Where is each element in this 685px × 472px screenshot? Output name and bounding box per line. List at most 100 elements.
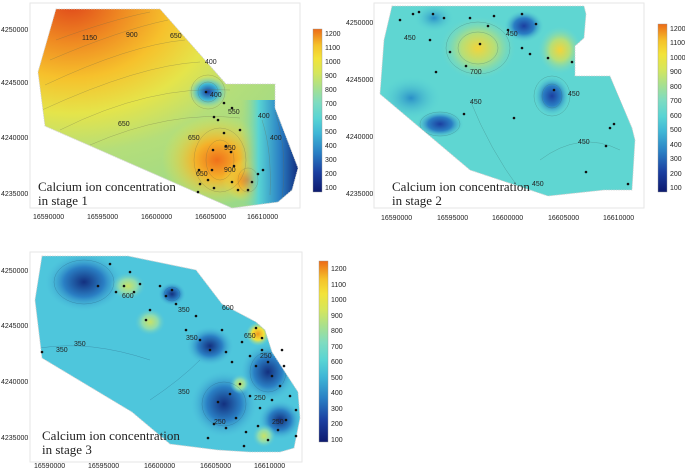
svg-text:4245000: 4245000 bbox=[346, 77, 373, 84]
svg-text:800: 800 bbox=[331, 328, 343, 335]
svg-text:100: 100 bbox=[325, 185, 337, 192]
svg-text:200: 200 bbox=[670, 171, 682, 178]
svg-text:900: 900 bbox=[126, 32, 138, 39]
svg-text:450: 450 bbox=[532, 181, 544, 188]
svg-text:400: 400 bbox=[205, 59, 217, 66]
svg-text:1200: 1200 bbox=[331, 266, 347, 273]
x-axis-ticks: 16590000 16595000 16600000 16605000 1661… bbox=[34, 463, 285, 470]
svg-text:4240000: 4240000 bbox=[346, 134, 373, 141]
colorbar: 1200 1100 1000 900 800 700 600 500 400 3… bbox=[318, 260, 347, 444]
panel-caption: Calcium ion concentration in stage 3 bbox=[42, 428, 180, 457]
svg-text:600: 600 bbox=[122, 293, 134, 300]
svg-text:650: 650 bbox=[118, 121, 130, 128]
panel-caption: Calcium ion concentration in stage 2 bbox=[392, 179, 530, 208]
panel-frame bbox=[29, 251, 303, 463]
svg-text:1000: 1000 bbox=[670, 55, 685, 62]
svg-text:16595000: 16595000 bbox=[437, 215, 468, 222]
svg-text:300: 300 bbox=[670, 156, 682, 163]
sample-wells bbox=[196, 90, 265, 194]
svg-text:1200: 1200 bbox=[325, 31, 341, 38]
svg-text:900: 900 bbox=[331, 313, 343, 320]
svg-text:1000: 1000 bbox=[331, 297, 347, 304]
svg-text:4250000: 4250000 bbox=[1, 27, 28, 34]
svg-text:1150: 1150 bbox=[82, 35, 97, 42]
svg-text:500: 500 bbox=[325, 129, 337, 136]
svg-text:400: 400 bbox=[258, 113, 270, 120]
panel-caption: Calcium ion concentration in stage 1 bbox=[38, 179, 176, 208]
colorbar: 1200 1100 1000 900 800 700 600 500 400 3… bbox=[312, 28, 341, 193]
svg-text:1100: 1100 bbox=[670, 40, 685, 47]
svg-text:250: 250 bbox=[260, 353, 272, 360]
svg-text:600: 600 bbox=[222, 305, 234, 312]
svg-text:16605000: 16605000 bbox=[200, 463, 231, 470]
svg-text:400: 400 bbox=[331, 390, 343, 397]
contour-labels: 1150 900 650 400 650 400 650 550 400 950… bbox=[82, 32, 282, 178]
svg-text:800: 800 bbox=[325, 87, 337, 94]
svg-text:16605000: 16605000 bbox=[548, 215, 579, 222]
svg-text:16610000: 16610000 bbox=[254, 463, 285, 470]
svg-text:900: 900 bbox=[325, 73, 337, 80]
svg-text:Calcium ion concentration: Calcium ion concentration bbox=[42, 428, 180, 443]
panel-stage-3: 600 350 350 350 600 350 250 650 350 250 … bbox=[1, 251, 347, 470]
svg-text:1000: 1000 bbox=[325, 59, 341, 66]
svg-text:900: 900 bbox=[670, 69, 682, 76]
contour-labels: 600 350 350 350 600 350 250 650 350 250 … bbox=[56, 293, 284, 426]
svg-text:1100: 1100 bbox=[331, 282, 346, 289]
svg-text:4235000: 4235000 bbox=[1, 435, 28, 442]
panel-stage-1: 1150 900 650 400 650 400 650 550 400 950… bbox=[1, 2, 341, 221]
svg-text:450: 450 bbox=[506, 31, 518, 38]
svg-text:4245000: 4245000 bbox=[1, 323, 28, 330]
svg-text:16610000: 16610000 bbox=[603, 215, 634, 222]
svg-text:600: 600 bbox=[331, 359, 343, 366]
svg-text:200: 200 bbox=[325, 171, 337, 178]
svg-text:350: 350 bbox=[186, 335, 198, 342]
svg-text:550: 550 bbox=[228, 109, 240, 116]
svg-text:700: 700 bbox=[470, 69, 482, 76]
svg-text:4240000: 4240000 bbox=[1, 135, 28, 142]
svg-text:in stage 2: in stage 2 bbox=[392, 193, 442, 208]
x-axis-ticks: 16590000 16595000 16600000 16605000 1661… bbox=[33, 214, 278, 221]
svg-text:900: 900 bbox=[224, 167, 236, 174]
panel-frame bbox=[29, 2, 301, 209]
svg-text:350: 350 bbox=[178, 307, 190, 314]
svg-text:400: 400 bbox=[670, 142, 682, 149]
svg-text:16600000: 16600000 bbox=[492, 215, 523, 222]
svg-text:4250000: 4250000 bbox=[346, 20, 373, 27]
svg-text:250: 250 bbox=[272, 419, 284, 426]
contour-labels: 450 450 700 450 450 450 450 bbox=[404, 31, 590, 188]
svg-text:16600000: 16600000 bbox=[144, 463, 175, 470]
svg-text:950: 950 bbox=[224, 145, 236, 152]
svg-text:450: 450 bbox=[568, 91, 580, 98]
svg-text:16595000: 16595000 bbox=[88, 463, 119, 470]
colorbar: 1200 1100 1000 900 800 700 600 500 400 3… bbox=[657, 23, 685, 193]
svg-text:in stage 1: in stage 1 bbox=[38, 193, 88, 208]
svg-text:350: 350 bbox=[74, 341, 86, 348]
svg-text:350: 350 bbox=[178, 389, 190, 396]
svg-text:600: 600 bbox=[670, 113, 682, 120]
svg-text:700: 700 bbox=[331, 344, 343, 351]
svg-text:1100: 1100 bbox=[325, 45, 340, 52]
svg-text:450: 450 bbox=[470, 99, 482, 106]
svg-text:16590000: 16590000 bbox=[34, 463, 65, 470]
svg-text:650: 650 bbox=[196, 171, 208, 178]
svg-text:250: 250 bbox=[254, 395, 266, 402]
svg-text:800: 800 bbox=[670, 84, 682, 91]
svg-text:4235000: 4235000 bbox=[346, 191, 373, 198]
svg-text:16590000: 16590000 bbox=[381, 215, 412, 222]
svg-text:16600000: 16600000 bbox=[141, 214, 172, 221]
svg-text:700: 700 bbox=[325, 101, 337, 108]
svg-text:100: 100 bbox=[331, 437, 343, 444]
svg-text:450: 450 bbox=[404, 35, 416, 42]
svg-text:400: 400 bbox=[210, 92, 222, 99]
svg-text:500: 500 bbox=[670, 127, 682, 134]
svg-text:250: 250 bbox=[214, 419, 226, 426]
svg-text:400: 400 bbox=[325, 143, 337, 150]
svg-text:4250000: 4250000 bbox=[1, 268, 28, 275]
svg-text:4240000: 4240000 bbox=[1, 379, 28, 386]
svg-text:100: 100 bbox=[670, 185, 682, 192]
panel-frame bbox=[373, 2, 645, 209]
sample-wells bbox=[40, 262, 298, 448]
svg-text:16595000: 16595000 bbox=[87, 214, 118, 221]
y-axis-ticks: 4250000 4245000 4240000 4235000 bbox=[1, 268, 28, 442]
